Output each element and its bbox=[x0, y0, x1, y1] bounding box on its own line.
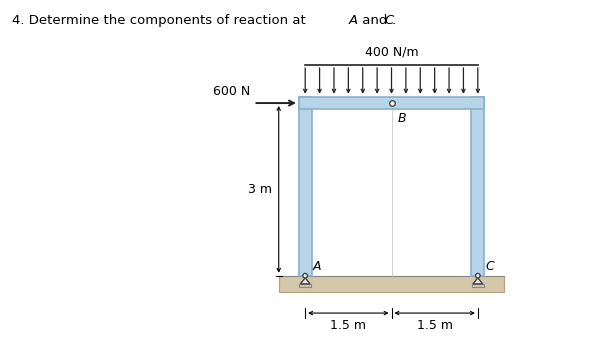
Text: 400 N/m: 400 N/m bbox=[365, 45, 418, 58]
Polygon shape bbox=[299, 97, 311, 276]
Bar bbox=[472, 284, 484, 287]
Bar bbox=[299, 284, 311, 287]
Polygon shape bbox=[299, 97, 484, 109]
Text: C: C bbox=[486, 260, 494, 273]
Text: A: A bbox=[313, 260, 321, 273]
Text: 1.5 m: 1.5 m bbox=[330, 319, 367, 332]
Text: B: B bbox=[397, 112, 406, 125]
Text: 4. Determine the components of reaction at: 4. Determine the components of reaction … bbox=[12, 14, 310, 27]
Polygon shape bbox=[472, 97, 484, 276]
Text: A: A bbox=[349, 14, 358, 27]
Text: 600 N: 600 N bbox=[212, 85, 250, 99]
Circle shape bbox=[475, 273, 480, 278]
Text: 3 m: 3 m bbox=[248, 183, 272, 196]
Text: .: . bbox=[392, 14, 396, 27]
Polygon shape bbox=[300, 278, 310, 284]
Polygon shape bbox=[473, 278, 483, 284]
Text: and: and bbox=[358, 14, 391, 27]
Text: C: C bbox=[385, 14, 394, 27]
Polygon shape bbox=[279, 276, 504, 292]
Circle shape bbox=[303, 273, 308, 278]
Text: 1.5 m: 1.5 m bbox=[416, 319, 453, 332]
